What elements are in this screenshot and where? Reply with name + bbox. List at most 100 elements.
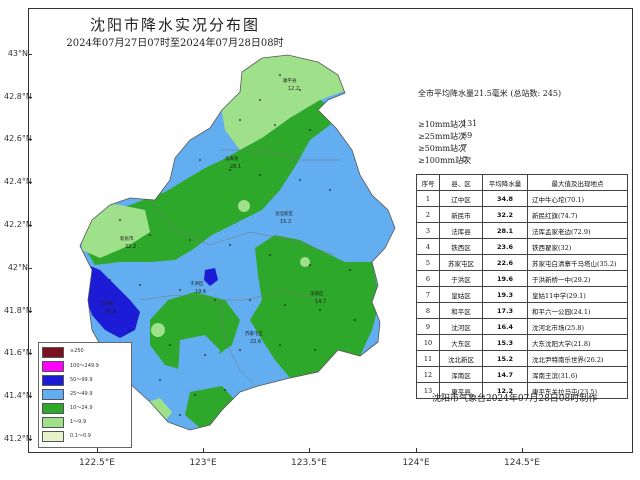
- zone-1-9-spot: [238, 200, 250, 212]
- legend-label: 100～249.9: [70, 363, 99, 369]
- district-rainfall-table: 序号 县、区 平均降水量 最大值及出现地点 1 辽中区 34.8 辽中牛心坨(70.1…: [416, 174, 628, 399]
- legend-swatch: [42, 375, 64, 386]
- row-district: 和平区: [439, 302, 483, 319]
- row-index: 9: [416, 318, 440, 335]
- table-header: 平均降水量: [482, 174, 528, 191]
- map-label-value: 28.1: [230, 164, 241, 170]
- map-label-name: 于洪区: [190, 280, 204, 287]
- district-boundary: [149, 199, 336, 256]
- row-max: 沈北尹特南乐世界(26.2): [527, 350, 628, 367]
- table-header-row: 序号 县、区 平均降水量 最大值及出现地点: [416, 174, 628, 191]
- legend-swatch: [42, 361, 64, 372]
- row-district: 皇姑区: [439, 286, 483, 303]
- count-row: ≥100mm站次 0: [418, 155, 471, 166]
- zone-1-9-north: [220, 55, 360, 150]
- row-district: 辽中区: [439, 190, 483, 207]
- row-average: 19.3: [482, 286, 528, 303]
- row-max: 法库孟家老边(72.9): [527, 222, 628, 239]
- count-label: ≥50mm站次: [418, 144, 467, 153]
- station-markers: [109, 74, 356, 416]
- legend-swatch: [42, 347, 64, 358]
- footer-credit: 沈阳市气象台2024年07月28日08时制作: [432, 394, 598, 404]
- city-boundary: [79, 54, 396, 431]
- row-max: 新民红旗(74.7): [527, 206, 628, 223]
- row-index: 4: [416, 238, 440, 255]
- lat-label: 41.8°N: [4, 306, 32, 315]
- lat-tick: [28, 225, 32, 226]
- legend-label: 50～99.9: [70, 377, 93, 383]
- legend-label: 1～9.9: [70, 419, 87, 425]
- row-district: 于洪区: [439, 270, 483, 287]
- legend-label: 0.1～0.9: [70, 433, 91, 439]
- count-label: ≥25mm站次: [418, 132, 467, 141]
- count-value: 69: [462, 131, 473, 140]
- row-max: 浑南王滨(31.6): [527, 366, 628, 383]
- lat-label: 42°N: [7, 263, 28, 272]
- row-index: 12: [416, 366, 440, 383]
- count-row: ≥25mm站次 69: [418, 131, 472, 142]
- lat-tick: [28, 439, 32, 440]
- table-row: 11 沈北新区 15.2 沈北尹特南乐世界(26.2): [416, 350, 628, 367]
- zone-1-9-spot: [151, 323, 165, 337]
- row-district: 新民市: [439, 206, 483, 223]
- row-district: 苏家屯区: [439, 254, 483, 271]
- row-average: 34.8: [482, 190, 528, 207]
- table-row: 1 辽中区 34.8 辽中牛心坨(70.1): [416, 190, 628, 207]
- map-label-value: 22.6: [250, 339, 261, 345]
- row-max: 于洪新桥一中(29.2): [527, 270, 628, 287]
- row-district: 法库县: [439, 222, 483, 239]
- zone-25-49-south: [178, 335, 220, 385]
- count-value: 131: [462, 119, 478, 128]
- row-district: 沈北新区: [439, 350, 483, 367]
- table-row: 7 皇姑区 19.3 皇姑11中学(29.1): [416, 286, 628, 303]
- lat-tick: [28, 54, 32, 55]
- lon-label: 122.5°E: [79, 458, 115, 468]
- count-label: ≥10mm站次: [418, 120, 467, 129]
- lon-tick: [522, 448, 523, 453]
- map-label-value: 19.6: [195, 289, 206, 295]
- map-label-name: 苏家屯区: [245, 330, 263, 337]
- map-label-name: 新民市: [120, 235, 134, 242]
- map-legend: ≥250 100～249.9 50～99.9 25～49.9 10～24.9 1…: [38, 342, 132, 448]
- map-label-name: 法库县: [225, 155, 239, 162]
- row-average: 17.3: [482, 302, 528, 319]
- district-boundary: [220, 149, 340, 161]
- district-boundary: [219, 299, 256, 386]
- legend-swatch: [42, 417, 64, 428]
- row-max: 苏家屯白清寨千马塔山(35.2): [527, 254, 628, 271]
- lat-label: 42.2°N: [4, 220, 32, 229]
- row-max: 铁西翟家(32): [527, 238, 628, 255]
- map-title: 沈阳市降水实况分布图: [89, 16, 260, 34]
- lat-tick: [28, 97, 32, 98]
- lon-label: 124.5°E: [504, 458, 540, 468]
- legend-swatch: [42, 389, 64, 400]
- district-boundary: [139, 289, 321, 301]
- row-max: 康平东关拉马屯(23.5): [527, 382, 628, 399]
- map-label-value: 15.2: [280, 219, 291, 225]
- lon-label: 123°E: [189, 458, 217, 468]
- row-max: 和平六一公园(24.1): [527, 302, 628, 319]
- table-header: 县、区: [439, 174, 483, 191]
- table-header: 序号: [416, 174, 440, 191]
- zone-1-9-spot: [300, 257, 310, 267]
- table-row: 2 新民市 32.2 新民红旗(74.7): [416, 206, 628, 223]
- lat-label: 41.4°N: [4, 391, 32, 400]
- table-row: 6 于洪区 19.6 于洪新桥一中(29.2): [416, 270, 628, 287]
- lat-label: 43°N: [7, 49, 28, 58]
- row-average: 15.2: [482, 350, 528, 367]
- zone-50-99-small: [204, 268, 218, 286]
- lon-label: 123.5°E: [291, 458, 327, 468]
- count-label: ≥100mm站次: [418, 156, 472, 165]
- lon-tick: [203, 448, 204, 453]
- row-average: 19.6: [482, 270, 528, 287]
- row-index: 3: [416, 222, 440, 239]
- lat-tick: [28, 396, 32, 397]
- row-average: 14.7: [482, 366, 528, 383]
- lon-tick: [416, 448, 417, 453]
- row-index: 1: [416, 190, 440, 207]
- lat-label: 42.4°N: [4, 177, 32, 186]
- map-label-value: 12.2: [288, 86, 299, 92]
- lon-tick: [309, 448, 310, 453]
- row-index: 8: [416, 302, 440, 319]
- row-index: 2: [416, 206, 440, 223]
